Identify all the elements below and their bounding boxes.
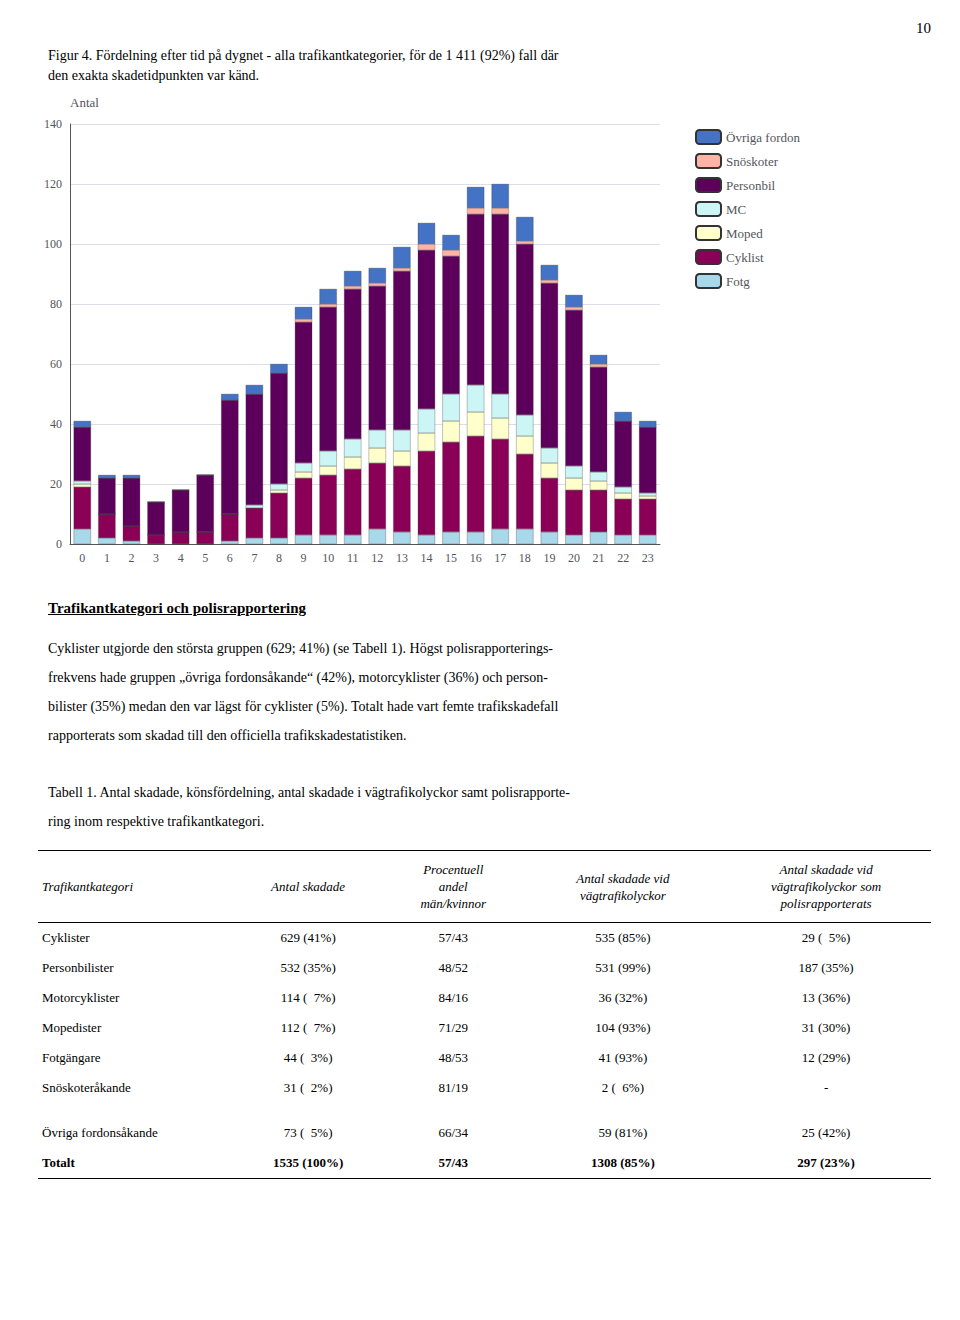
html-text:Mopedister: Mopedister [42, 1020, 102, 1035]
html-text:66/34: 66/34 [438, 1125, 468, 1140]
svg-text:Antal: Antal [70, 95, 99, 110]
svg-text:Snöskoter: Snöskoter [726, 154, 779, 169]
svg-text:2: 2 [128, 551, 134, 565]
html-text:12 (29%): 12 (29%) [801, 1050, 851, 1065]
html-text:535 (85%): 535 (85%) [595, 930, 651, 945]
svg-text:1: 1 [104, 551, 110, 565]
html-text:1535 (100%): 1535 (100%) [272, 1155, 344, 1170]
html-text:59 (81%): 59 (81%) [598, 1125, 648, 1140]
html-text:Cyklister utgjorde den största: Cyklister utgjorde den största gruppen (… [48, 641, 553, 656]
svg-text:12: 12 [371, 551, 383, 565]
svg-text:8: 8 [276, 551, 282, 565]
html-text:Övriga fordonsåkande: Övriga fordonsåkande [42, 1125, 158, 1140]
svg-text:16: 16 [470, 551, 482, 565]
html-text:Trafikantkategori: Trafikantkategori [42, 879, 133, 894]
svg-text:9: 9 [301, 551, 307, 565]
html-text:532 (35%): 532 (35%) [280, 960, 336, 975]
svg-text:140: 140 [44, 117, 62, 131]
html-text:31 ( 2%): 31 ( 2%) [283, 1080, 333, 1095]
svg-text:6: 6 [227, 551, 233, 565]
svg-text:18: 18 [519, 551, 531, 565]
html-text:rapporterats som skadad till d: rapporterats som skadad till den officie… [48, 728, 407, 743]
html-text:Fotgängare: Fotgängare [42, 1050, 101, 1065]
html-text:Antal skadade vid vägtrafikoly: Antal skadade vid vägtrafikolyckor som p… [771, 862, 882, 911]
html-text:10: 10 [916, 20, 931, 36]
html-text:ring inom respektive trafikant: ring inom respektive trafikantkategori. [48, 814, 265, 829]
html-text:2 ( 6%): 2 ( 6%) [601, 1080, 644, 1095]
html-text:bilister (35%) medan den var l: bilister (35%) medan den var lägst för c… [48, 699, 559, 714]
html-text:48/52: 48/52 [438, 960, 468, 975]
html-text:73 ( 5%): 73 ( 5%) [283, 1125, 333, 1140]
svg-text:0: 0 [56, 537, 62, 551]
html-text:297 (23%): 297 (23%) [797, 1155, 855, 1170]
svg-text:23: 23 [642, 551, 654, 565]
html-text:Figur 4. Fördelning efter tid: Figur 4. Fördelning efter tid på dygnet … [48, 48, 559, 63]
svg-text:15: 15 [445, 551, 457, 565]
svg-text:MC: MC [726, 202, 746, 217]
html-text:Personbilister: Personbilister [42, 960, 114, 975]
svg-text:20: 20 [568, 551, 580, 565]
svg-text:Cyklist: Cyklist [726, 250, 764, 265]
html-text:frekvens hade gruppen „övriga: frekvens hade gruppen „övriga fordonsåka… [48, 670, 548, 685]
html-text:112 ( 7%): 112 ( 7%) [280, 1020, 336, 1035]
html-text:Tabell 1. Antal skadade, könsf: Tabell 1. Antal skadade, könsfördelning,… [48, 785, 570, 800]
html-text:84/16: 84/16 [438, 990, 468, 1005]
html-text:57/43: 57/43 [438, 1155, 468, 1170]
html-text:1308 (85%): 1308 (85%) [590, 1155, 655, 1170]
html-text:41 (93%): 41 (93%) [598, 1050, 648, 1065]
html-text:104 (93%): 104 (93%) [595, 1020, 651, 1035]
svg-text:5: 5 [202, 551, 208, 565]
html-text:13 (36%): 13 (36%) [801, 990, 851, 1005]
svg-text:21: 21 [593, 551, 605, 565]
svg-text:10: 10 [322, 551, 334, 565]
html-text:29 ( 5%): 29 ( 5%) [801, 930, 851, 945]
html-text:114 ( 7%): 114 ( 7%) [280, 990, 336, 1005]
svg-text:Fotg: Fotg [726, 274, 750, 289]
svg-text:100: 100 [44, 237, 62, 251]
svg-text:7: 7 [251, 551, 257, 565]
html-text:Trafikantkategori och polisrap: Trafikantkategori och polisrapportering [48, 600, 306, 616]
html-text:44 ( 3%): 44 ( 3%) [283, 1050, 333, 1065]
html-text:48/53: 48/53 [438, 1050, 468, 1065]
svg-text:60: 60 [50, 357, 62, 371]
svg-text:3: 3 [153, 551, 159, 565]
html-text:629 (41%): 629 (41%) [280, 930, 336, 945]
svg-text:22: 22 [617, 551, 629, 565]
html-text:Cyklister: Cyklister [42, 930, 90, 945]
html-text:Antal skadade vid vägtrafikoly: Antal skadade vid vägtrafikolyckor [576, 870, 670, 903]
html-text:Snöskoteråkande: Snöskoteråkande [42, 1080, 131, 1095]
svg-text:4: 4 [178, 551, 184, 565]
svg-text:20: 20 [50, 477, 62, 491]
svg-text:11: 11 [347, 551, 359, 565]
html-text:25 (42%): 25 (42%) [801, 1125, 851, 1140]
svg-text:120: 120 [44, 177, 62, 191]
svg-text:Personbil: Personbil [726, 178, 776, 193]
svg-text:Moped: Moped [726, 226, 763, 241]
svg-text:19: 19 [543, 551, 555, 565]
svg-text:80: 80 [50, 297, 62, 311]
html-text:36 (32%): 36 (32%) [598, 990, 648, 1005]
svg-text:40: 40 [50, 417, 62, 431]
html-text:187 (35%): 187 (35%) [798, 960, 854, 975]
html-text:Antal skadade: Antal skadade [271, 879, 346, 894]
html-text:57/43: 57/43 [438, 930, 468, 945]
html-text:Procentuell andel män/kvinnor: Procentuell andel män/kvinnor [420, 862, 487, 911]
svg-text:17: 17 [494, 551, 506, 565]
html-text:531 (99%): 531 (99%) [595, 960, 651, 975]
svg-text:13: 13 [396, 551, 408, 565]
html-text:Motorcyklister: Motorcyklister [42, 990, 120, 1005]
html-text:Totalt: Totalt [42, 1155, 75, 1170]
svg-text:Övriga fordon: Övriga fordon [726, 130, 801, 145]
svg-text:14: 14 [420, 551, 432, 565]
svg-text:0: 0 [79, 551, 85, 565]
html-text:den exakta skadetidpunkten var: den exakta skadetidpunkten var känd. [48, 68, 260, 83]
html-text:81/19: 81/19 [438, 1080, 468, 1095]
html-text:31 (30%): 31 (30%) [801, 1020, 851, 1035]
html-text:71/29: 71/29 [438, 1020, 468, 1035]
